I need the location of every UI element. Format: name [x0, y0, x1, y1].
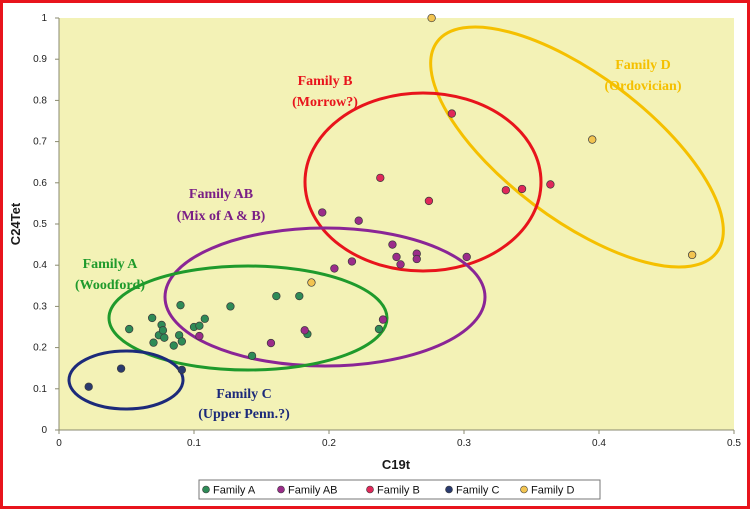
family-a-point — [247, 351, 257, 360]
legend-label-family-a: Family A — [213, 485, 256, 497]
y-tick-label: 0.5 — [33, 219, 47, 230]
legend-marker-family-b — [366, 485, 374, 494]
legend-marker-family-ab — [277, 485, 285, 494]
family-ab-point — [266, 338, 276, 348]
family-b-point — [424, 196, 434, 206]
family-a-point — [195, 321, 204, 330]
annotation-ordovician: (Ordovician) — [605, 79, 682, 94]
family-ab-point — [392, 252, 401, 262]
annotation-woodford: (Woodford) — [75, 278, 145, 293]
family-a-point — [200, 314, 209, 323]
y-tick-label: 0.1 — [33, 384, 47, 395]
x-tick-label: 0.4 — [592, 438, 606, 449]
annotation-mix-a-b: (Mix of A & B) — [177, 209, 266, 224]
y-tick-label: 0.2 — [33, 343, 47, 354]
annotation-family-b: Family B — [298, 74, 353, 89]
annotation-family-a: Family A — [83, 257, 139, 272]
family-c-point — [177, 365, 187, 374]
family-a-point — [295, 291, 304, 301]
family-d-ellipse — [429, 25, 725, 269]
family-a-point — [160, 333, 169, 342]
family-b-point — [447, 109, 457, 118]
x-tick-label: 0.2 — [322, 438, 336, 449]
family-a-point — [169, 341, 178, 350]
family-ab-ellipse — [163, 226, 487, 368]
y-tick-label: 0 — [41, 425, 47, 436]
x-axis-title: C19t — [382, 457, 411, 472]
legend-box — [198, 479, 601, 500]
annotation-upper-penn: (Upper Penn.?) — [198, 407, 290, 422]
annotation-family-ab: Family AB — [189, 187, 253, 202]
family-c-point — [84, 382, 93, 391]
family-a-point — [149, 338, 158, 347]
family-ab-point — [378, 315, 388, 324]
legend-label-family-d: Family D — [531, 485, 574, 497]
annotation-family-d: Family D — [615, 58, 671, 73]
family-a-ellipse — [107, 264, 389, 372]
legend: Family A Family AB Family B Family C Family … — [198, 479, 601, 500]
y-tick-label: 0.8 — [33, 95, 47, 106]
family-a-point — [125, 324, 134, 334]
y-tick-label: 0.7 — [33, 137, 47, 148]
family-c-ellipse — [67, 349, 185, 411]
family-a-point — [147, 313, 157, 323]
family-d-point — [588, 135, 597, 144]
legend-label-family-c: Family C — [456, 485, 499, 497]
y-tick-label: 0.9 — [33, 54, 47, 65]
legend-marker-family-a — [202, 485, 210, 494]
family-b-point — [517, 184, 527, 194]
family-b-ellipse — [303, 91, 543, 273]
family-ellipses — [67, 25, 725, 411]
family-ab-point — [195, 331, 204, 341]
family-ab-point — [354, 216, 363, 225]
y-axis-title: C24Tet — [8, 202, 23, 245]
family-ab-point — [462, 252, 471, 262]
legend-marker-family-c — [445, 485, 453, 494]
family-d-point — [688, 250, 697, 260]
family-ab-point — [347, 257, 357, 266]
x-tick-label: 0.3 — [457, 438, 471, 449]
x-tick-label: 0 — [56, 438, 62, 449]
y-tick-label: 0.3 — [33, 301, 47, 312]
family-d-point — [307, 278, 316, 287]
family-a-point — [374, 324, 384, 334]
family-b-point — [501, 186, 511, 195]
family-ab-point — [396, 260, 405, 269]
family-ab-point — [412, 254, 421, 264]
axis-ticks: 0 0.1 0.2 0.3 0.4 0.5 0 0.1 0.2 0.3 0.4 0.5 0.6 0.7 0.… — [33, 13, 741, 449]
legend-label-family-ab: Family AB — [288, 485, 338, 497]
family-a-point — [176, 301, 185, 310]
y-tick-label: 0.4 — [33, 260, 47, 271]
y-tick-label: 0.6 — [33, 178, 47, 189]
family-a-point — [226, 302, 235, 311]
family-ab-point — [300, 326, 309, 335]
family-d-point — [427, 13, 436, 23]
legend-marker-family-d — [520, 485, 528, 494]
annotation-family-c: Family C — [216, 387, 272, 402]
family-c-point — [116, 364, 126, 373]
y-tick-label: 1 — [41, 13, 47, 24]
annotation-morrow: (Morrow?) — [292, 95, 358, 110]
family-a-point — [158, 326, 168, 335]
family-a-point — [177, 337, 187, 346]
x-tick-label: 0.5 — [727, 438, 741, 449]
family-ab-point — [318, 208, 327, 217]
family-a-point — [272, 291, 281, 301]
family-ab-point — [330, 264, 339, 273]
data-points — [84, 13, 697, 391]
family-b-point — [376, 173, 385, 183]
family-ab-point — [388, 240, 397, 249]
legend-label-family-b: Family B — [377, 485, 420, 497]
x-tick-label: 0.1 — [187, 438, 201, 449]
family-b-point — [546, 180, 555, 189]
